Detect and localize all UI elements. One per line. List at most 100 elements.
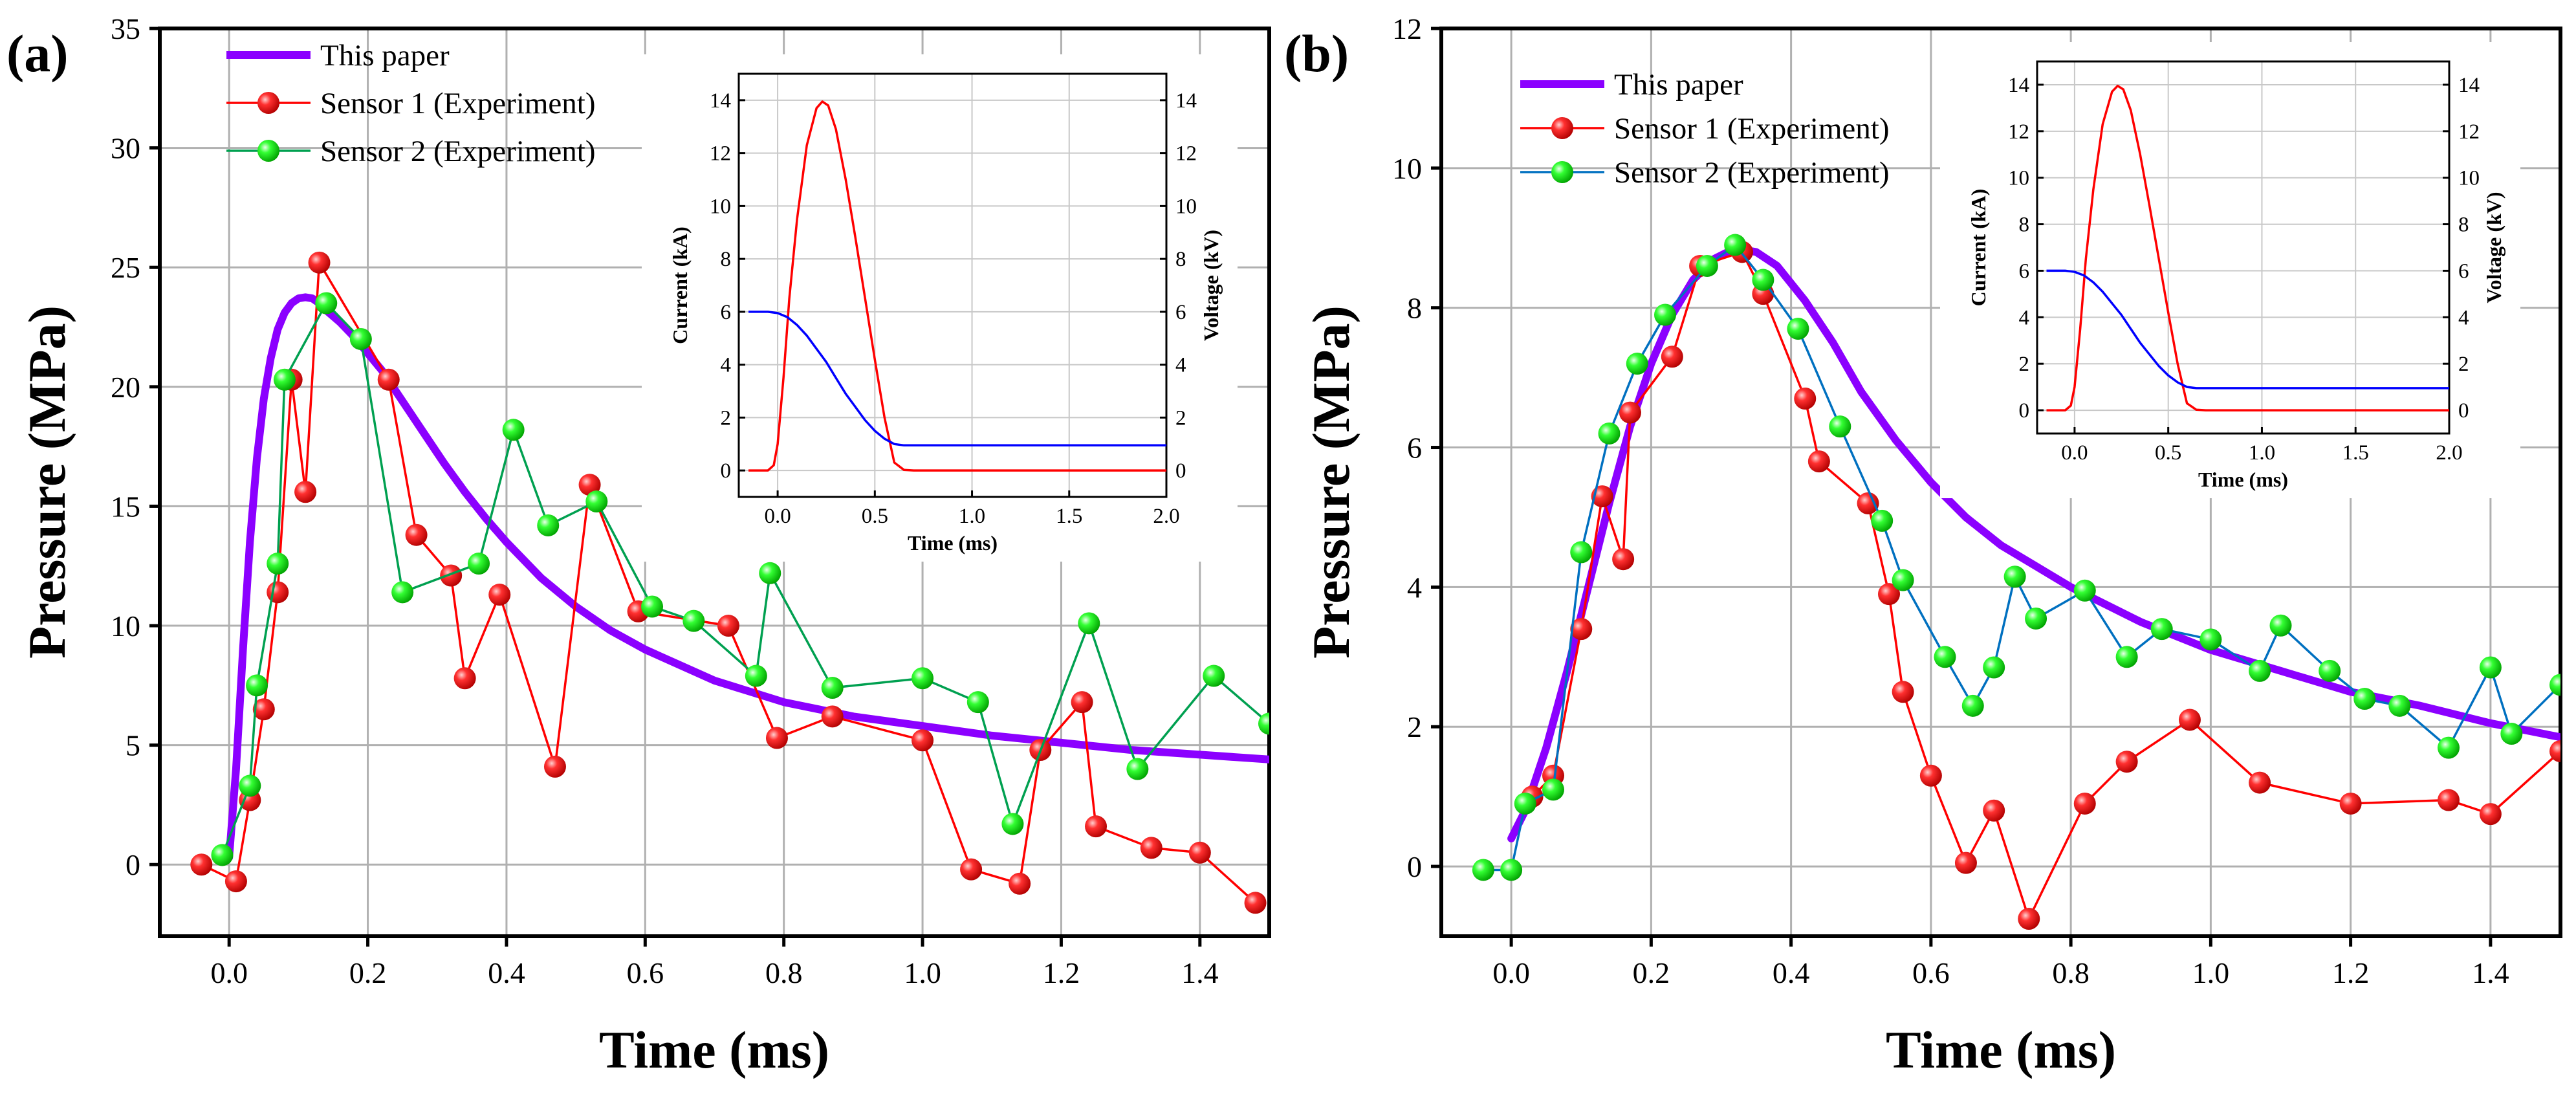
x-tick-label: 0.2 (349, 956, 387, 989)
x-tick-label: 1.4 (2472, 956, 2509, 989)
data-point (1188, 841, 1211, 864)
data-point (1085, 815, 1108, 838)
panel-label: (a) (6, 24, 69, 83)
y-tick-label: 0 (1407, 850, 1422, 883)
data-point (1878, 583, 1900, 606)
inset-x-axis-label: Time (ms) (2198, 468, 2288, 491)
x-tick-label: 0.4 (1773, 956, 1810, 989)
y-tick-label: 8 (1407, 292, 1422, 325)
data-point (405, 523, 428, 546)
data-point (585, 490, 608, 513)
data-point (2178, 708, 2201, 731)
inset-y-axis-label-left: Current (kA) (1967, 189, 1990, 307)
y-tick-label: 2 (1407, 710, 1422, 743)
data-point (440, 564, 463, 587)
inset-voltage-curve (748, 311, 1166, 447)
inset-frame (2036, 60, 2450, 435)
data-point (1472, 859, 1494, 881)
data-point (745, 664, 767, 687)
data-point (1696, 254, 1718, 277)
data-point (1542, 778, 1564, 801)
legend-label: Sensor 1 (Experiment) (320, 87, 596, 120)
data-point (1570, 541, 1593, 564)
inset-y-axis-label-right: Voltage (kV) (2482, 192, 2505, 303)
data-point (502, 419, 525, 441)
data-point (1071, 691, 1093, 714)
data-point (2073, 792, 2096, 815)
series-model (1507, 245, 2560, 842)
panel-label: (b) (1284, 24, 1349, 83)
data-point (1126, 758, 1149, 780)
data-point (1983, 799, 2005, 822)
inset-y-tick-label-left: 14 (2008, 74, 2029, 97)
inset-y-tick-label-right: 8 (1175, 248, 1186, 271)
data-point (211, 844, 234, 866)
data-point (543, 755, 566, 778)
data-point (1009, 872, 1031, 895)
data-point (1078, 612, 1100, 635)
data-point (2438, 789, 2460, 811)
legend-label: Sensor 1 (Experiment) (1614, 112, 1890, 146)
panel-b: 0.0 0.2 0.4 0.6 0.8 1.0 1.2 1.4 0 2 4 6 8 10 12 Time (m… (1284, 12, 2562, 1079)
y-tick-label: 35 (111, 12, 140, 45)
data-point (1598, 422, 1621, 445)
inset-x-tick-label: 0.5 (2155, 441, 2181, 465)
model-curve (1507, 245, 2560, 842)
x-tick-label: 1.4 (1181, 956, 1219, 989)
inset-x-tick-label: 0.0 (764, 505, 791, 528)
inset-y-tick-label-right: 2 (2458, 353, 2469, 376)
data-point (2199, 628, 2222, 651)
sensor-line (201, 258, 1256, 904)
inset-y-tick-label-left: 0 (2019, 399, 2030, 423)
data-point (1857, 492, 1879, 514)
data-point (1258, 712, 1269, 735)
data-point (1001, 813, 1024, 835)
inset-x-tick-label: 2.0 (2436, 441, 2462, 465)
data-point (239, 774, 261, 797)
inset-y-tick-label-right: 0 (1175, 459, 1186, 483)
data-point (377, 368, 400, 391)
data-point (2438, 736, 2460, 759)
inset-background (642, 54, 1238, 562)
y-tick-label: 0 (126, 848, 140, 881)
inset-y-tick-label-left: 10 (710, 195, 731, 218)
y-tick-label: 15 (111, 490, 140, 523)
data-point (1203, 664, 1225, 687)
data-point (468, 553, 490, 575)
data-point (1140, 837, 1162, 859)
y-tick-label: 25 (111, 251, 140, 284)
data-point (2025, 607, 2047, 630)
data-point (190, 853, 213, 876)
data-point (2073, 579, 2096, 602)
data-point (1807, 450, 1830, 473)
y-tick-label: 12 (1392, 12, 1422, 45)
data-point (960, 858, 983, 881)
data-point (1654, 303, 1676, 326)
inset-y-tick-label-right: 12 (2458, 120, 2480, 144)
inset-chart: 0.0 0.5 1.0 1.5 2.0 0 2 4 6 8 10 12 14 0 2 4 6 8 10 12 14 Tim… (1940, 42, 2520, 498)
data-point (1612, 548, 1635, 571)
inset-y-tick-label-left: 4 (721, 354, 732, 377)
series-sensor-2 (1472, 234, 2560, 881)
y-tick-label: 5 (126, 729, 140, 762)
inset-current-curve (748, 100, 1166, 472)
data-point (821, 677, 844, 699)
inset-voltage-curve (2046, 269, 2449, 390)
inset-frame (737, 72, 1168, 498)
inset-y-tick-label-left: 14 (710, 89, 731, 113)
data-point (717, 615, 739, 637)
data-point (2150, 618, 2173, 641)
inset-y-tick-label-right: 4 (1175, 354, 1186, 377)
data-point (2003, 565, 2026, 588)
inset-y-tick-label-left: 4 (2019, 306, 2030, 329)
data-point (2353, 688, 2376, 710)
data-point (1961, 694, 1984, 717)
data-point (537, 514, 560, 536)
inset-y-tick-label-right: 2 (1175, 406, 1186, 430)
inset-x-tick-label: 0.5 (862, 505, 888, 528)
data-point (2249, 659, 2271, 682)
legend-label: This paper (1614, 68, 1743, 102)
x-tick-label: 0.6 (1912, 956, 1950, 989)
data-point (224, 870, 247, 893)
y-tick-label: 6 (1407, 432, 1422, 465)
